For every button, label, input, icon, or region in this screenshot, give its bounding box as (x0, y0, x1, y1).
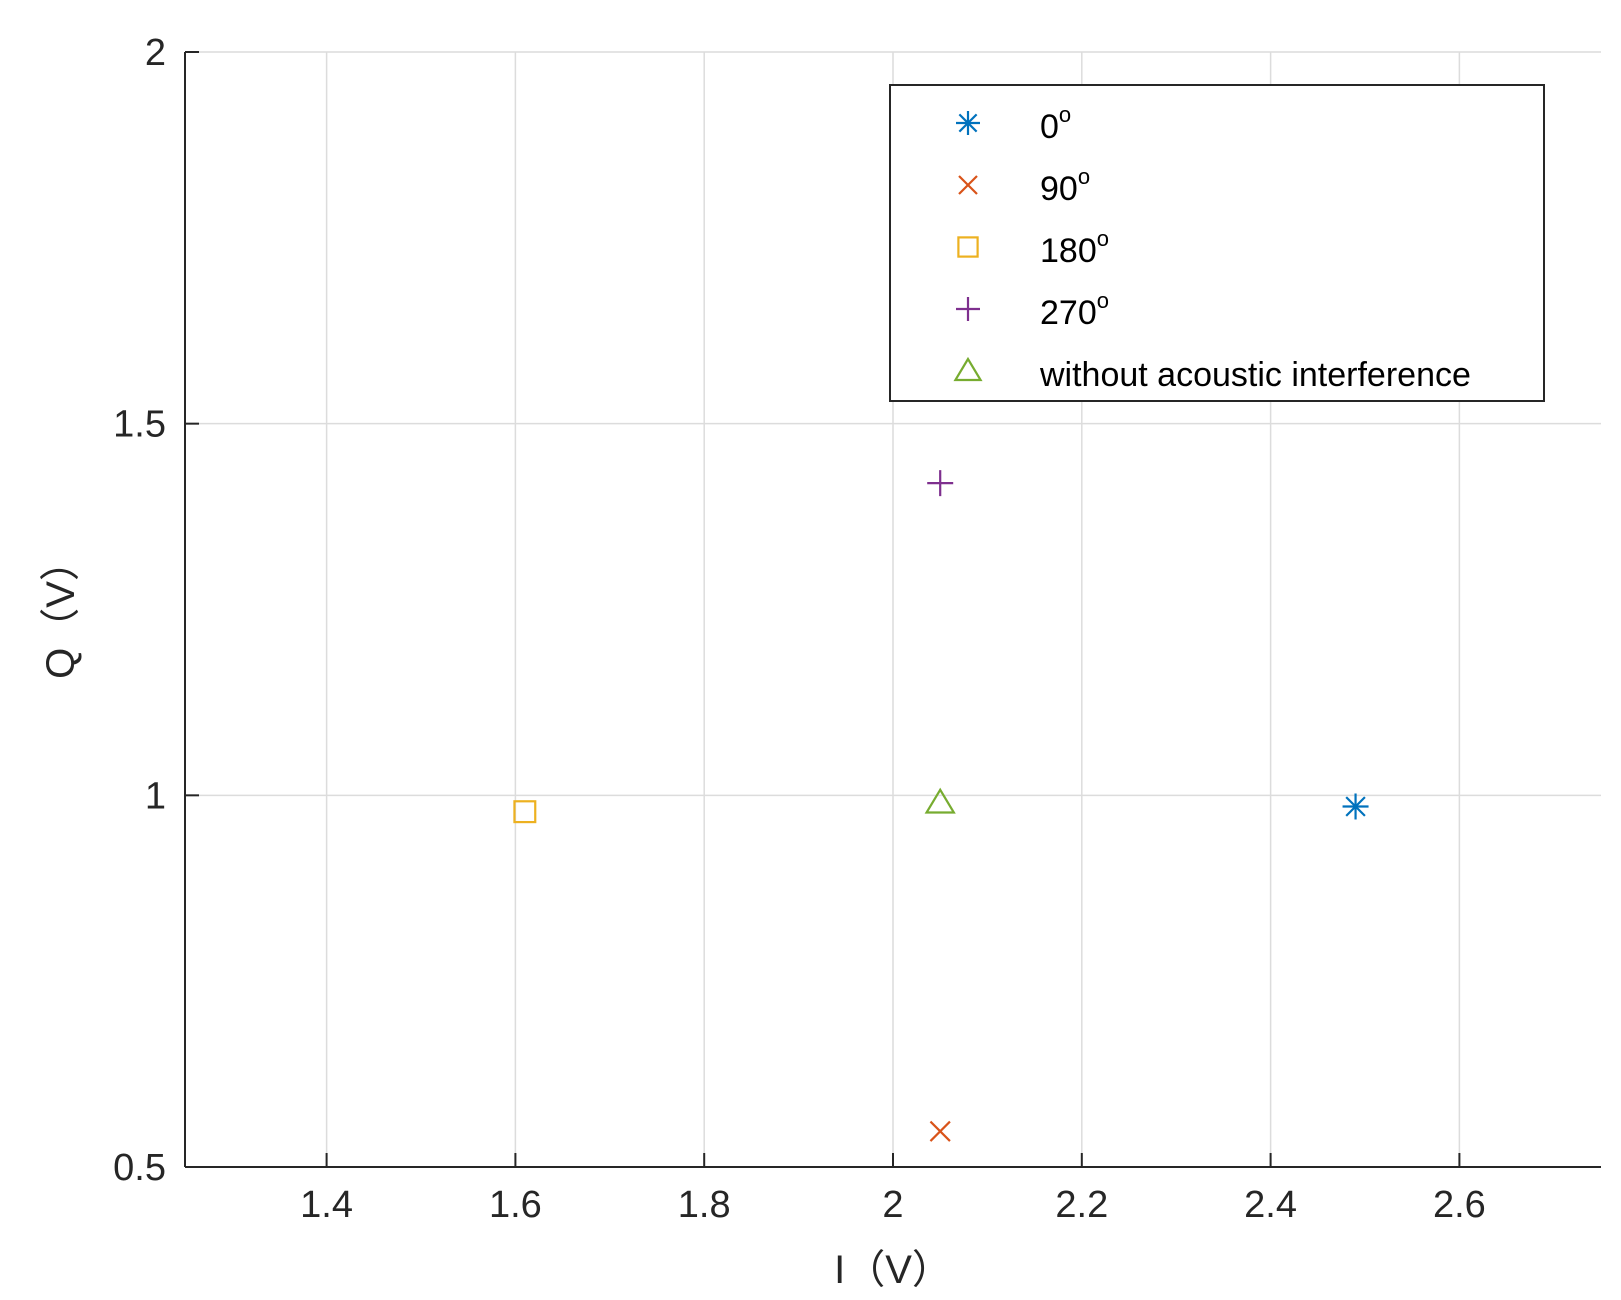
x-tick-label: 1.6 (489, 1184, 542, 1226)
x-tick-label: 2.4 (1244, 1184, 1297, 1226)
legend-label: 270o (1040, 288, 1109, 332)
x-tick-label: 1.4 (300, 1184, 353, 1226)
y-tick-labels: 0.5 1 1.5 2 (113, 32, 166, 1189)
x-tick-label: 2.2 (1055, 1184, 1108, 1226)
x-tick-label: 1.8 (678, 1184, 731, 1226)
data-point (927, 470, 954, 497)
data-point (513, 800, 537, 824)
legend: 0o 90o 180o 270o without acoustic interferen… (889, 84, 1545, 402)
x-axis-label: I（V） (834, 1248, 952, 1292)
y-axis-label: Q（V） (39, 541, 83, 679)
y-tick-label: 0.5 (113, 1147, 166, 1189)
legend-marker (957, 236, 979, 258)
y-tick-label: 2 (145, 32, 166, 74)
y-tick-label: 1.5 (113, 404, 166, 446)
axes (184, 51, 1601, 1168)
data-point (924, 787, 956, 814)
data-point (929, 1120, 951, 1142)
x-tick-labels: 1.4 1.6 1.8 2 2.2 2.4 2.6 (300, 1184, 1486, 1226)
data-points (513, 470, 1369, 1142)
data-point (1342, 793, 1369, 820)
legend-marker (958, 175, 978, 195)
legend-label: 0o (1040, 102, 1071, 146)
legend-marker (953, 356, 983, 382)
x-tick-label: 2 (882, 1184, 903, 1226)
legend-marker (956, 111, 980, 135)
y-tick-label: 1 (145, 775, 166, 817)
x-tick-label: 2.6 (1433, 1184, 1486, 1226)
legend-marker (956, 297, 980, 321)
legend-box (889, 84, 1545, 402)
legend-label: 90o (1040, 164, 1090, 208)
legend-label: without acoustic interference (1039, 356, 1471, 394)
legend-label: 180o (1040, 226, 1109, 270)
